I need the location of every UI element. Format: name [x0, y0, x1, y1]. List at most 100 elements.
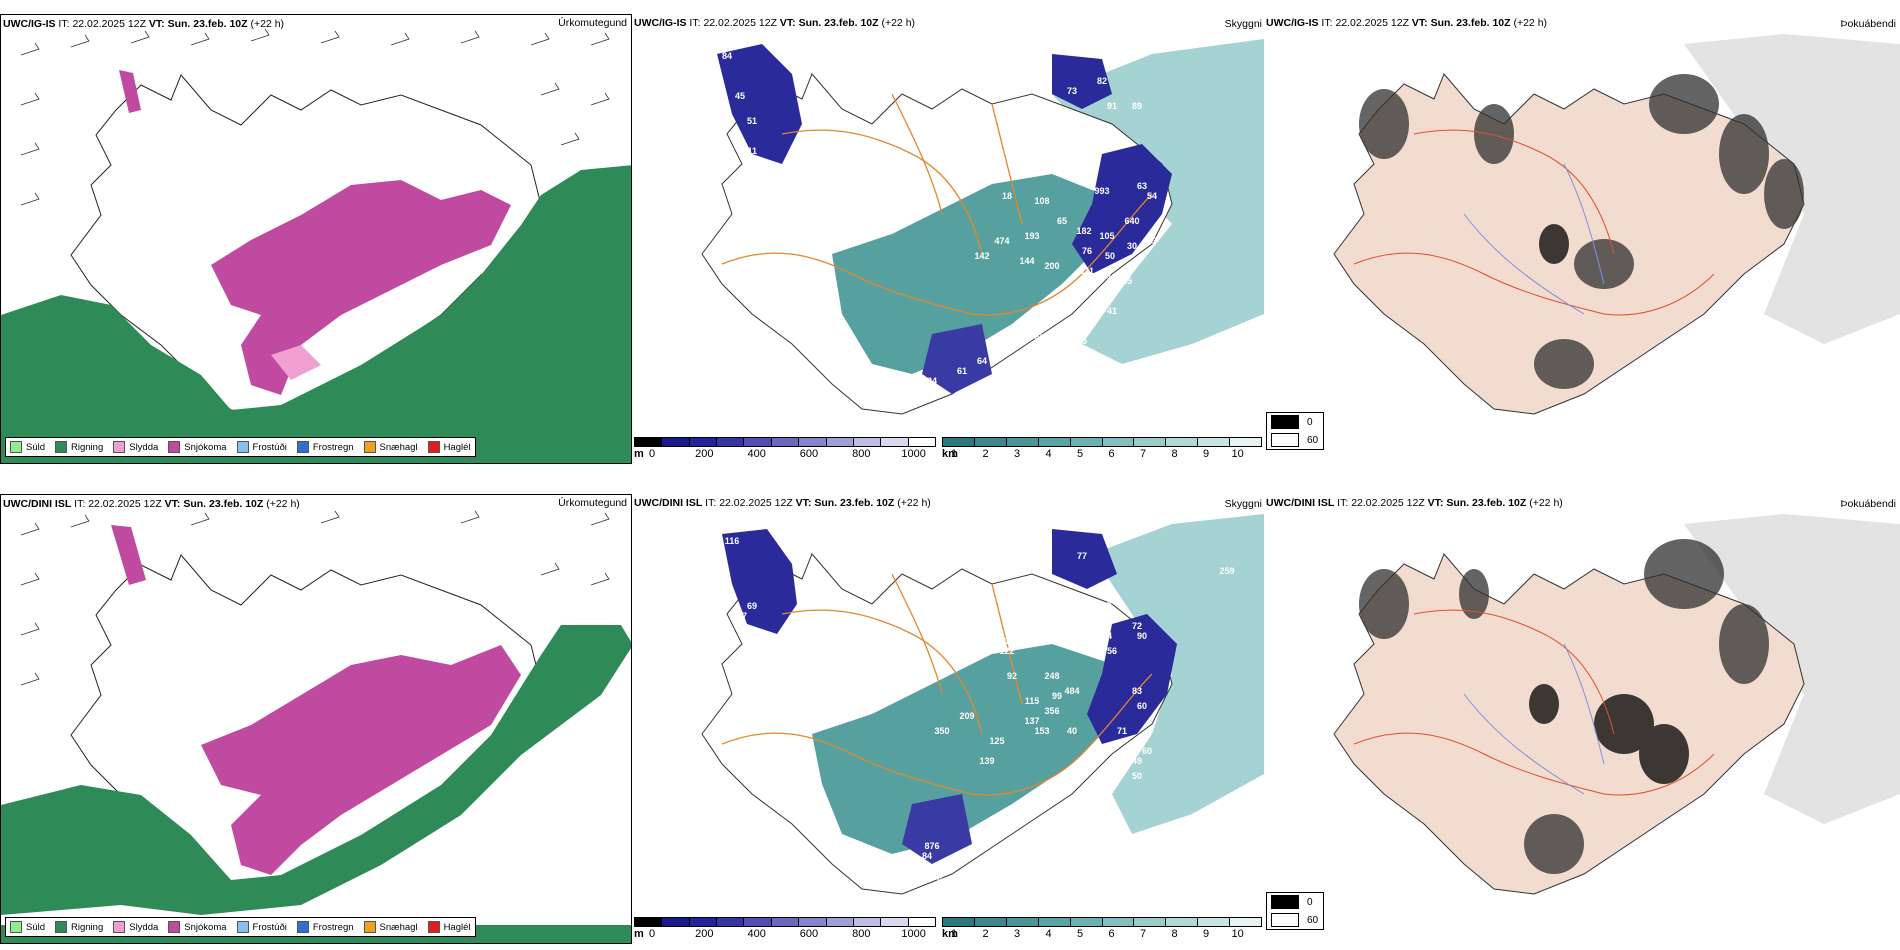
precip-type-panel-1: UWC/IG-IS IT: 22.02.2025 12Z VT: Sun. 23… [0, 14, 632, 464]
colorbar-tick: 1000 [901, 928, 926, 940]
cloud-base-value: 146 [1004, 636, 1019, 646]
cloud-base-value: 49 [1132, 756, 1142, 766]
colorbar-segment [1230, 918, 1262, 926]
cloud-base-value: 56 [1127, 741, 1137, 751]
rain-area [1, 165, 631, 463]
cloud-cover-panel-2: UWC/DINI ISL IT: 22.02.2025 12Z VT: Sun.… [1264, 494, 1900, 944]
it-value: 22.02.2025 12Z [1351, 497, 1425, 509]
cloud-base-area-west [722, 529, 797, 634]
legend-swatch [296, 441, 309, 453]
model-name: UWC/DINI ISL [634, 497, 703, 509]
legend-swatch [55, 441, 68, 453]
legend-label: Rigning [71, 921, 104, 933]
cloud-base-value: 92 [1007, 671, 1017, 681]
colorbar-tick: 8 [1171, 448, 1178, 460]
fog-patches [1359, 74, 1804, 389]
colorbar-tick: 7 [1140, 928, 1147, 940]
colorbar-tick: 5 [1076, 928, 1084, 940]
vt-value: Sun. 23.feb. 10Z [183, 498, 264, 510]
vt-value: Sun. 23.feb. 10Z [814, 497, 895, 509]
colorbar-segment [1102, 918, 1135, 926]
precip-type-legend: Súld Rigning Slydda Snjókoma Frostúði Frostre… [5, 917, 476, 937]
cloud-base-value: 54 [1077, 806, 1087, 816]
cloud-base-value: 474 [994, 236, 1009, 246]
colorbar-ticks: m 0 200 400 600 800 1000 [634, 447, 936, 461]
vt-value: Sun. 23.feb. 10Z [167, 18, 248, 30]
legend-swatch [10, 441, 22, 453]
cloud-base-value: 153 [1034, 726, 1049, 736]
colorbar-segment [1198, 438, 1231, 446]
fog-legend-row: 60 [1267, 431, 1323, 449]
colorbar-segment [771, 918, 800, 926]
it-value: 22.02.2025 12Z [1335, 17, 1409, 29]
lead-time: (+22 h) [1529, 497, 1563, 509]
model-name: UWC/IG-IS [1266, 17, 1319, 29]
cloud-base-value: 84 [722, 51, 732, 61]
colorbar-ticks: km 1 2 3 4 5 6 7 8 9 10 [942, 447, 1262, 461]
fog-legend-row: 0 [1267, 893, 1323, 911]
cloud-base-value: 56 [1107, 646, 1117, 656]
it-label: IT: [1337, 497, 1349, 509]
cloud-base-value: 72 [1132, 621, 1142, 631]
colorbar-tick: 2 [982, 448, 989, 460]
road-network [721, 93, 1153, 316]
legend-label: Rigning [71, 441, 104, 453]
elevation-colorbar: m 0 200 400 600 800 1000 [634, 917, 936, 941]
legend-item: Frostúði [236, 441, 287, 453]
cloud-base-panel-2: 116 63 69 67 84 77 52 259 94 56 72 90 146 122 92 248 99 4… [632, 494, 1264, 944]
legend-label: Snjókoma [184, 921, 227, 933]
it-label: IT: [705, 497, 717, 509]
panel-title: Skyggni [1224, 18, 1262, 30]
legend-swatch [236, 441, 249, 453]
cloud-base-value: 45 [735, 91, 745, 101]
cloud-base-area-west [717, 44, 802, 164]
legend-label: Slydda [129, 921, 159, 933]
cloud-base-value: 51 [747, 116, 757, 126]
cloud-base-value: 83 [1132, 686, 1142, 696]
legend-label: Snjókoma [184, 441, 227, 453]
low-visibility-area [832, 174, 1102, 374]
snow-area-north [119, 70, 141, 113]
colorbar-segment [1134, 438, 1167, 446]
cloud-base-value: 84 [927, 376, 937, 386]
cloud-base-value: 69 [1092, 786, 1102, 796]
cloud-base-value: 69 [747, 601, 757, 611]
cloud-base-value: 70 [1107, 781, 1117, 791]
vt-label: VT: [148, 18, 165, 30]
cloud-base-value: 45 [1077, 336, 1087, 346]
fog-map-2 [1264, 494, 1900, 944]
colorbar-strip [942, 917, 1262, 927]
legend-swatch [55, 921, 68, 933]
cloud-base-value: 63 [1137, 181, 1147, 191]
colorbar-segment [826, 918, 854, 926]
fog-legend-row: 60 [1267, 911, 1323, 929]
cloud-base-value: 45 [1122, 276, 1132, 286]
colorbar-unit: m [634, 928, 644, 940]
cloud-base-value: 40 [1067, 726, 1077, 736]
legend-item: Snæhagl [363, 441, 418, 453]
cloud-base-value: 993 [1094, 186, 1109, 196]
colorbar-segment [1006, 918, 1039, 926]
fog-legend: 0 60 [1266, 412, 1324, 450]
fog-legend-label: 60 [1307, 914, 1319, 926]
lead-time: (+22 h) [266, 498, 300, 510]
legend-item: Snjókoma [168, 921, 227, 933]
fog-map-1 [1264, 14, 1900, 464]
legend-swatch [363, 441, 376, 453]
cloud-base-value: 90 [1137, 631, 1147, 641]
cloud-base-panel-1: 84 45 59 51 65 111 76 93 73 82 91 89 20 18 43 108 63 993 5… [632, 14, 1264, 464]
colorbar-segment [1230, 438, 1262, 446]
colorbar-segment [1006, 438, 1039, 446]
legend-label: Snæhagl [379, 921, 418, 933]
cloud-base-value: 43 [1097, 296, 1107, 306]
rivers-and-roads [1353, 129, 1715, 316]
cloud-base-value: 45 [957, 396, 967, 406]
colorbar-segment [908, 438, 935, 446]
cloud-base-value: 61 [957, 366, 967, 376]
vt-value: Sun. 23.feb. 10Z [1446, 497, 1527, 509]
colorbar-strip [942, 437, 1262, 447]
colorbar-tick: 2 [982, 928, 989, 940]
legend-label: Haglél [443, 441, 471, 453]
elevation-colorbar: m 0 200 400 600 800 1000 [634, 437, 936, 461]
cloud-base-value: 30 [1127, 241, 1137, 251]
